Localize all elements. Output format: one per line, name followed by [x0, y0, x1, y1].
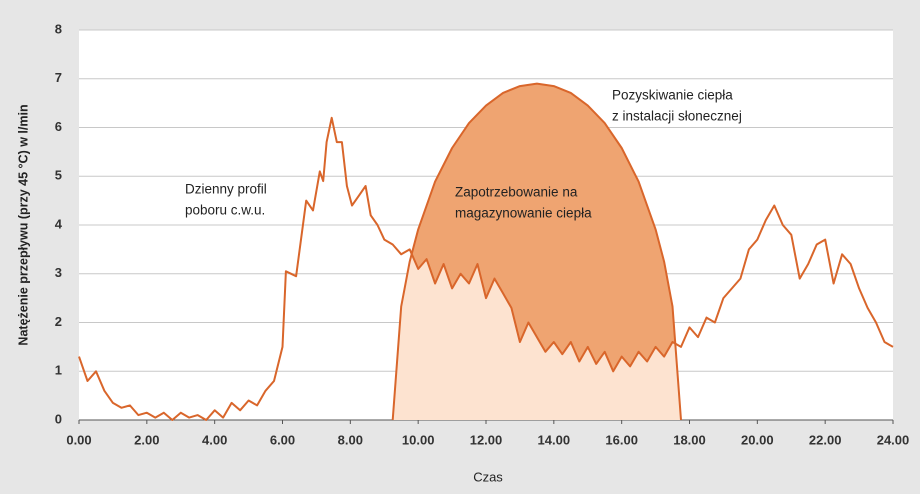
x-tick-label: 2.00: [134, 432, 159, 447]
x-tick-label: 4.00: [202, 432, 227, 447]
labels: 0 1 2 3 4 5 6 7 8 0.00 2.00 4.00 6.00 8.00 10.00 12.00 1…: [55, 21, 910, 447]
x-tick-label: 10.00: [402, 432, 435, 447]
x-tick-label: 22.00: [809, 432, 842, 447]
x-tick-label: 14.00: [538, 432, 571, 447]
annotation: magazynowanie ciepła: [455, 206, 592, 221]
annotation: z instalacji słonecznej: [612, 109, 742, 124]
x-tick-label: 24.00: [877, 432, 910, 447]
annotation: Dzienny profil: [185, 182, 267, 197]
y-tick-label: 6: [55, 119, 62, 134]
y-tick-label: 1: [55, 363, 62, 378]
x-tick-label: 6.00: [270, 432, 295, 447]
annotation: Zapotrzebowanie na: [455, 185, 578, 200]
x-tick-label: 8.00: [338, 432, 363, 447]
x-tick-label: 0.00: [66, 432, 91, 447]
lines: [78, 82, 894, 421]
y-tick-label: 0: [55, 411, 62, 426]
y-tick-label: 2: [55, 314, 62, 329]
x-tick-label: 18.00: [673, 432, 706, 447]
annotation: Pozyskiwanie ciepła: [612, 88, 733, 103]
annotation: poboru c.w.u.: [185, 203, 265, 218]
y-tick-label: 5: [55, 168, 62, 183]
x-tick-label: 12.00: [470, 432, 503, 447]
y-tick-label: 7: [55, 70, 62, 85]
y-tick-label: 4: [55, 216, 63, 231]
series-line: [391, 82, 682, 421]
y-tick-label: 3: [55, 265, 62, 280]
y-tick-label: 8: [55, 21, 62, 36]
x-tick-label: 16.00: [605, 432, 638, 447]
areas: [392, 83, 682, 420]
y-axis-label: Natężenie przepływu (przy 45 °C) w l/min: [16, 104, 30, 345]
x-axis-label: Czas: [473, 469, 503, 484]
x-tick-label: 20.00: [741, 432, 774, 447]
series-line: [78, 116, 894, 421]
